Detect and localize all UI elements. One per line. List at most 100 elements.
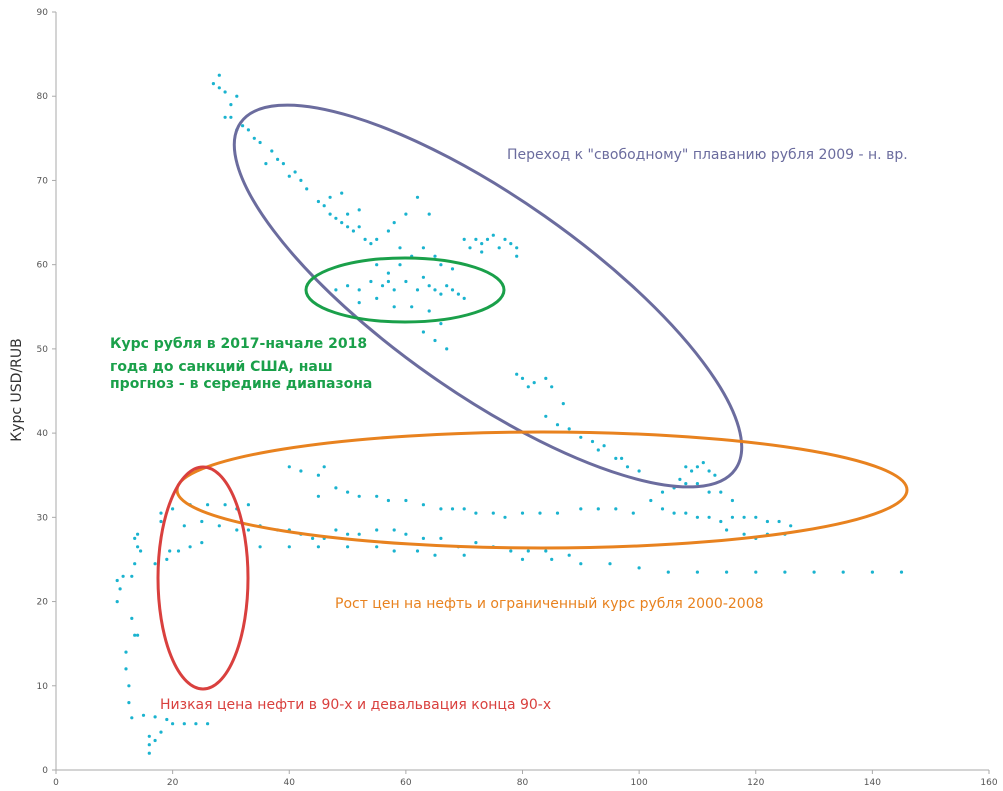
data-point (235, 528, 239, 532)
data-point (561, 402, 565, 406)
data-point (299, 178, 303, 182)
data-point (520, 376, 525, 380)
data-point (579, 507, 583, 511)
data-point (182, 722, 186, 726)
data-point (351, 229, 355, 233)
data-point (608, 562, 612, 566)
forecast-2017-line-2: года до санкций США, наш (110, 359, 333, 375)
data-point (357, 301, 361, 305)
data-point (526, 385, 530, 389)
data-point (252, 136, 256, 140)
data-point (153, 562, 157, 566)
x-tick-label: 160 (980, 778, 997, 788)
data-point (684, 465, 688, 469)
data-point (439, 263, 443, 267)
data-point (165, 557, 169, 562)
data-point (590, 439, 595, 444)
data-point (346, 212, 350, 216)
data-point (637, 566, 641, 570)
data-point (555, 423, 560, 427)
data-point (392, 549, 396, 553)
data-point (614, 456, 618, 460)
data-point (660, 490, 665, 494)
data-point (427, 309, 431, 313)
data-point (520, 511, 525, 515)
data-point (427, 212, 431, 216)
annotations: Переход к "свободному" плаванию рубля 20… (110, 147, 908, 713)
data-point (357, 532, 361, 536)
data-point (392, 221, 396, 225)
data-point (544, 549, 548, 553)
nineties-ellipse (156, 465, 250, 691)
oil-2000-2008-ellipse (175, 430, 909, 550)
data-point (433, 553, 437, 557)
x-tick-label: 60 (400, 778, 412, 788)
data-point (515, 246, 519, 250)
data-point (121, 574, 125, 578)
data-point (660, 507, 665, 511)
forecast-2017-line-3: прогноз - в середине диапазона (110, 376, 372, 392)
forecast-2017-ellipse (304, 256, 506, 324)
data-point (695, 570, 700, 574)
data-point (375, 263, 379, 267)
data-point (462, 553, 466, 557)
data-point (684, 482, 688, 486)
data-point (637, 469, 641, 473)
data-point (293, 170, 297, 174)
data-point (404, 498, 408, 503)
data-point (241, 124, 245, 128)
data-point (678, 477, 682, 481)
data-point (386, 279, 390, 284)
data-point (870, 570, 875, 574)
data-point (398, 246, 402, 250)
data-point (159, 511, 163, 515)
data-point (375, 296, 379, 300)
data-point (509, 242, 513, 246)
data-point (229, 115, 233, 119)
data-point (246, 128, 250, 132)
data-point (439, 536, 443, 541)
data-point (666, 570, 670, 574)
forecast-2017-annotation: Курс рубля в 2017-начале 2018 года до са… (110, 336, 372, 392)
data-point (380, 284, 385, 288)
data-point (270, 149, 274, 153)
data-point (375, 545, 379, 549)
data-point (567, 553, 571, 557)
data-point (305, 187, 309, 191)
data-point (415, 288, 420, 292)
free-float-ellipse (232, 103, 744, 489)
data-point (491, 511, 495, 515)
data-point (165, 717, 169, 722)
data-point (421, 246, 425, 250)
data-point (707, 515, 711, 519)
data-point (742, 515, 746, 519)
data-point (334, 288, 338, 292)
data-point (276, 157, 280, 161)
data-point (707, 469, 711, 473)
data-point (334, 528, 338, 532)
data-point (625, 465, 630, 469)
data-point (171, 507, 175, 511)
data-point (130, 616, 134, 621)
x-tick-label: 20 (167, 778, 179, 788)
data-point (544, 376, 548, 380)
data-point (544, 414, 548, 418)
data-point (357, 288, 361, 292)
data-point (136, 633, 140, 637)
data-point (450, 288, 455, 292)
data-point (392, 288, 396, 292)
data-point (357, 494, 361, 498)
y-tick-label: 70 (37, 176, 49, 186)
data-point (596, 507, 600, 511)
data-point (462, 237, 466, 241)
data-point (503, 237, 507, 241)
data-point (526, 549, 530, 553)
data-point (127, 684, 131, 688)
data-point (130, 716, 134, 720)
data-point (246, 503, 250, 507)
data-point (386, 229, 390, 233)
data-point (812, 570, 816, 574)
data-point (168, 549, 172, 553)
data-point (217, 524, 221, 528)
